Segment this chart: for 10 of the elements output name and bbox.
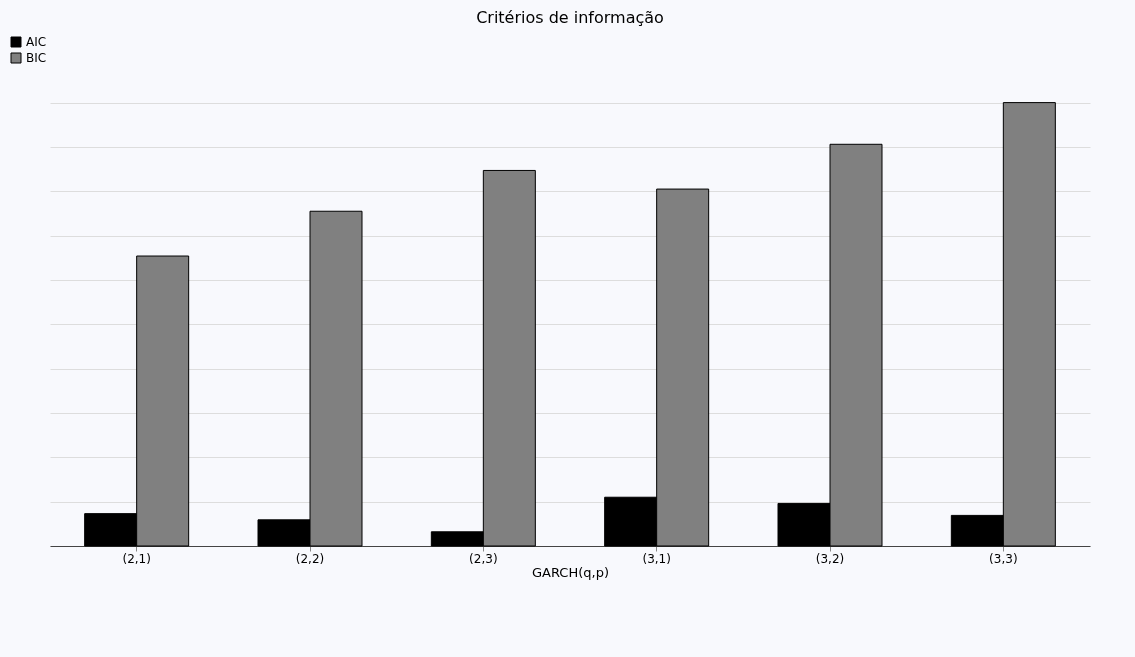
legend-label: BIC	[26, 51, 47, 65]
x-tick-label: (2,3)	[469, 551, 498, 566]
chart-title: Critérios de informação	[476, 8, 664, 27]
x-tick-label: (2,2)	[295, 551, 325, 566]
x-tick-label: (2,1)	[122, 551, 151, 566]
x-tick-label: (3,2)	[815, 551, 845, 566]
x-axis-title: GARCH(q,p)	[532, 564, 609, 580]
x-tick-label: (3,3)	[989, 551, 1018, 566]
legend-label: AIC	[26, 35, 47, 49]
x-tick-label: (3,1)	[642, 551, 671, 566]
